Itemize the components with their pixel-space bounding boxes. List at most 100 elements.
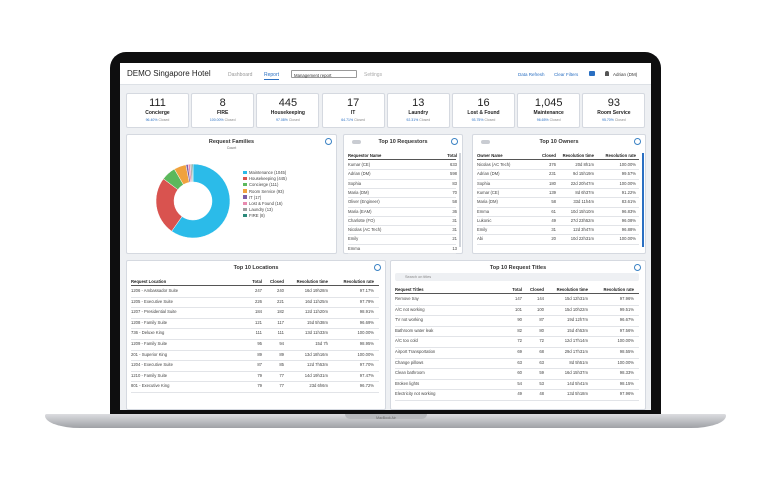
legend-label[interactable]: FIRE (8) bbox=[249, 213, 265, 219]
legend-swatch[interactable] bbox=[243, 201, 247, 205]
screen: DEMO Singapore Hotel Dashboard Report Manag… bbox=[120, 63, 651, 410]
column-header[interactable]: Resolution rate bbox=[603, 287, 634, 292]
kpi-card[interactable]: 8 FIRE 100.00% Closed bbox=[191, 93, 255, 128]
row-rule bbox=[348, 206, 456, 208]
column-header[interactable]: Total bbox=[252, 279, 262, 284]
table-cell: 100.00% bbox=[619, 180, 636, 186]
table-cell: 58 bbox=[551, 199, 556, 205]
column-header[interactable]: Total bbox=[447, 153, 457, 158]
kpi-card[interactable]: 111 Concierge 96.40% Closed bbox=[126, 93, 189, 128]
legend-label[interactable]: Lost & Found (16) bbox=[249, 201, 283, 206]
table-cell: 100.00% bbox=[357, 351, 374, 357]
kpi-card[interactable]: 16 Lost & Found 93.75% Closed bbox=[452, 93, 515, 128]
row-rule bbox=[348, 215, 456, 217]
table-cell: 8d 6h37m bbox=[575, 189, 594, 195]
legend-swatch[interactable] bbox=[243, 176, 247, 181]
legend-label[interactable]: Room Service (93) bbox=[249, 188, 284, 194]
column-header[interactable]: Owner Name bbox=[477, 153, 503, 158]
table-cell: 12d 11h20m bbox=[305, 309, 328, 315]
kpi-card[interactable]: 445 Housekeeping 97.08% Closed bbox=[256, 93, 320, 128]
legend-label[interactable]: Housekeeping (445) bbox=[249, 176, 287, 182]
kpi-card[interactable]: 13 Laundry 92.31% Closed bbox=[386, 93, 450, 128]
toggle[interactable] bbox=[352, 140, 361, 144]
info-icon[interactable] bbox=[634, 264, 641, 271]
action-link[interactable]: Clear Filters bbox=[554, 72, 579, 77]
table-cell: Emily bbox=[477, 227, 488, 233]
user-menu[interactable]: Adrian (DM) bbox=[613, 72, 638, 77]
row-rule bbox=[395, 378, 639, 380]
panel-title: Top 10 Owners bbox=[539, 139, 579, 145]
column-header[interactable]: Resolution time bbox=[562, 153, 594, 158]
legend-label[interactable]: IT (17) bbox=[249, 194, 262, 200]
column-header[interactable]: Resolution rate bbox=[343, 279, 374, 284]
row-rule bbox=[395, 347, 639, 348]
chart-subtitle[interactable]: Count bbox=[226, 146, 237, 150]
column-header[interactable]: Closed bbox=[542, 153, 556, 158]
nav-link[interactable]: Settings bbox=[364, 72, 383, 78]
column-header[interactable]: Request Location bbox=[131, 279, 167, 284]
device-label: MacBook Air bbox=[376, 416, 396, 420]
column-header[interactable]: Total bbox=[512, 287, 522, 292]
legend-swatch[interactable] bbox=[243, 170, 247, 174]
table-cell: 82 bbox=[517, 327, 522, 333]
column-header[interactable]: Resolution time bbox=[556, 287, 588, 292]
toggle[interactable] bbox=[481, 140, 490, 144]
print-icon[interactable] bbox=[589, 71, 595, 76]
table-cell: 14d 19h31m bbox=[304, 372, 328, 378]
column-header[interactable]: Requestor Name bbox=[348, 153, 382, 158]
kpi-name: Concierge bbox=[145, 110, 170, 116]
table-cell: 13d 5h18m bbox=[567, 391, 588, 397]
action-link[interactable]: Data Refresh bbox=[518, 72, 545, 77]
donut-slice[interactable] bbox=[191, 163, 194, 183]
table-cell: 59 bbox=[539, 370, 544, 376]
user-icon[interactable] bbox=[605, 71, 609, 76]
column-header[interactable]: Resolution rate bbox=[605, 153, 636, 158]
kpi-card[interactable]: 17 IT 64.71% Closed bbox=[321, 93, 385, 128]
legend-label[interactable]: Maintenance (1045) bbox=[249, 170, 287, 175]
column-header[interactable]: Resolution time bbox=[296, 279, 328, 284]
donut-slice[interactable] bbox=[171, 163, 231, 239]
info-icon[interactable] bbox=[451, 138, 458, 145]
scrollbar bbox=[642, 153, 644, 247]
search-box[interactable]: Search on titles bbox=[395, 273, 639, 281]
report-select[interactable]: Management report bbox=[291, 70, 357, 78]
legend-swatch[interactable] bbox=[243, 189, 247, 193]
scrollbar bbox=[382, 279, 384, 403]
table-cell: 87 bbox=[257, 362, 262, 368]
legend-swatch[interactable] bbox=[243, 195, 247, 199]
nav-link[interactable]: Dashboard bbox=[228, 72, 253, 78]
table-cell: Sophia bbox=[348, 180, 362, 186]
info-icon[interactable] bbox=[325, 138, 332, 145]
legend-label[interactable]: Laundry (13) bbox=[249, 207, 273, 213]
info-icon[interactable] bbox=[374, 264, 381, 271]
legend-label[interactable]: Concierge (111) bbox=[249, 182, 279, 188]
table-cell: 144 bbox=[537, 296, 544, 301]
row-rule bbox=[131, 370, 379, 372]
kpi-card[interactable]: 93 Room Service 95.70% Closed bbox=[582, 93, 646, 128]
table-cell: 95 bbox=[257, 341, 262, 346]
kpi-card[interactable]: 1,045 Maintenance 96.65% Closed bbox=[517, 93, 581, 128]
kpi-count: 13 bbox=[412, 97, 425, 109]
table-cell: 79 bbox=[257, 383, 262, 389]
table-cell: 15d 7h bbox=[315, 341, 328, 346]
table-cell: 8d 5h51m bbox=[569, 359, 588, 365]
legend-swatch[interactable] bbox=[243, 207, 247, 212]
kpi-rate: 93.75% bbox=[471, 118, 484, 122]
table-cell: Kumar (CE) bbox=[477, 189, 500, 195]
kpi-status: Closed bbox=[549, 118, 561, 122]
table-cell: 97.47% bbox=[359, 372, 374, 378]
kpi-name: Laundry bbox=[408, 110, 429, 116]
table-cell: 12d 3h47m bbox=[573, 227, 594, 233]
info-icon[interactable] bbox=[634, 138, 641, 145]
nav-link-active[interactable]: Report bbox=[264, 72, 280, 80]
column-header[interactable]: Closed bbox=[270, 279, 284, 284]
legend-swatch[interactable] bbox=[243, 213, 247, 218]
table-cell: 184 bbox=[255, 309, 262, 315]
column-header[interactable]: Closed bbox=[530, 287, 544, 292]
table-cell: 100.00% bbox=[617, 338, 634, 344]
column-header[interactable]: Request Titles bbox=[395, 287, 424, 292]
table-cell: 16d 15h37m bbox=[564, 370, 588, 376]
table-cell: 60 bbox=[517, 370, 522, 376]
table-cell: 80 bbox=[539, 327, 544, 333]
legend-swatch[interactable] bbox=[243, 182, 247, 187]
